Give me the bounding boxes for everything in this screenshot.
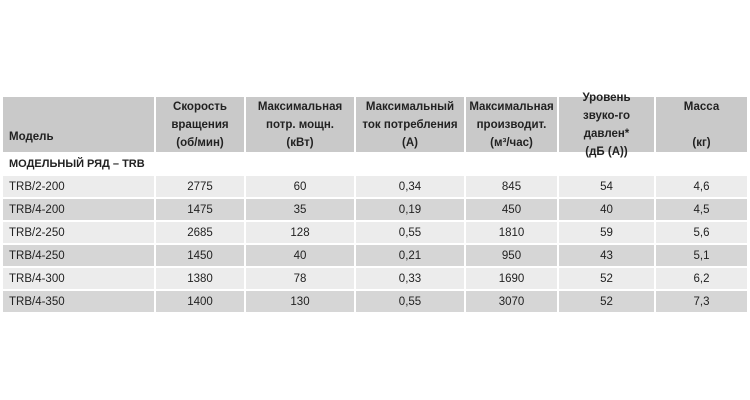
table-cell: 2685 — [156, 222, 246, 243]
specs-table: Модель Скорость вращения (об/мин) Максимал… — [3, 92, 747, 314]
model-cell: TRB/4-250 — [3, 245, 156, 266]
table-cell: 60 — [246, 176, 356, 197]
table-cell: 1380 — [156, 268, 246, 289]
table-cell: 59 — [559, 222, 656, 243]
table-cell: 0,33 — [356, 268, 466, 289]
table-row: TRB/2-250 2685 128 0,55 1810 59 5,6 — [3, 222, 747, 243]
model-cell: TRB/4-350 — [3, 291, 156, 312]
column-header: Максимальный ток потребления (А) — [356, 97, 466, 152]
table-cell: 0,55 — [356, 222, 466, 243]
table-cell: 40 — [559, 199, 656, 220]
table-cell: 1450 — [156, 245, 246, 266]
model-cell: TRB/2-200 — [3, 176, 156, 197]
table-cell: 0,55 — [356, 291, 466, 312]
table-row: TRB/4-300 1380 78 0,33 1690 52 6,2 — [3, 268, 747, 289]
table-cell: 4,6 — [656, 176, 747, 197]
column-header: Масса (кг) — [656, 97, 747, 152]
table-cell: 950 — [466, 245, 559, 266]
column-header: Скорость вращения (об/мин) — [156, 97, 246, 152]
table-cell: 1690 — [466, 268, 559, 289]
table-cell: 128 — [246, 222, 356, 243]
table-cell: 2775 — [156, 176, 246, 197]
model-cell: TRB/4-300 — [3, 268, 156, 289]
table-cell: 52 — [559, 291, 656, 312]
table-row: TRB/2-200 2775 60 0,34 845 54 4,6 — [3, 176, 747, 197]
table-cell: 54 — [559, 176, 656, 197]
table-cell: 0,21 — [356, 245, 466, 266]
column-header: Модель — [3, 97, 156, 152]
column-header: Уровень звуко-го давлен* (дБ (А)) — [559, 92, 656, 158]
table-cell: 5,6 — [656, 222, 747, 243]
table-cell: 3070 — [466, 291, 559, 312]
table-cell: 1475 — [156, 199, 246, 220]
table-row: TRB/4-350 1400 130 0,55 3070 52 7,3 — [3, 291, 747, 312]
model-cell: TRB/2-250 — [3, 222, 156, 243]
header-row: Модель Скорость вращения (об/мин) Максимал… — [3, 92, 747, 158]
table-cell: 35 — [246, 199, 356, 220]
table-row: TRB/4-200 1475 35 0,19 450 40 4,5 — [3, 199, 747, 220]
table-cell: 40 — [246, 245, 356, 266]
table-cell: 1810 — [466, 222, 559, 243]
model-cell: TRB/4-200 — [3, 199, 156, 220]
table-cell: 0,34 — [356, 176, 466, 197]
table-cell: 0,19 — [356, 199, 466, 220]
table-cell: 43 — [559, 245, 656, 266]
table-cell: 4,5 — [656, 199, 747, 220]
table-cell: 845 — [466, 176, 559, 197]
table-cell: 450 — [466, 199, 559, 220]
table-cell: 7,3 — [656, 291, 747, 312]
table-cell: 52 — [559, 268, 656, 289]
column-header: Максимальная производит. (м³/час) — [466, 97, 559, 152]
table-cell: 5,1 — [656, 245, 747, 266]
table-cell: 78 — [246, 268, 356, 289]
table-cell: 6,2 — [656, 268, 747, 289]
section-label: МОДЕЛЬНЫЙ РЯД – TRB — [9, 158, 145, 170]
column-header: Максимальная потр. мощн. (кВт) — [246, 97, 356, 152]
table-cell: 130 — [246, 291, 356, 312]
table-row: TRB/4-250 1450 40 0,21 950 43 5,1 — [3, 245, 747, 266]
table-cell: 1400 — [156, 291, 246, 312]
